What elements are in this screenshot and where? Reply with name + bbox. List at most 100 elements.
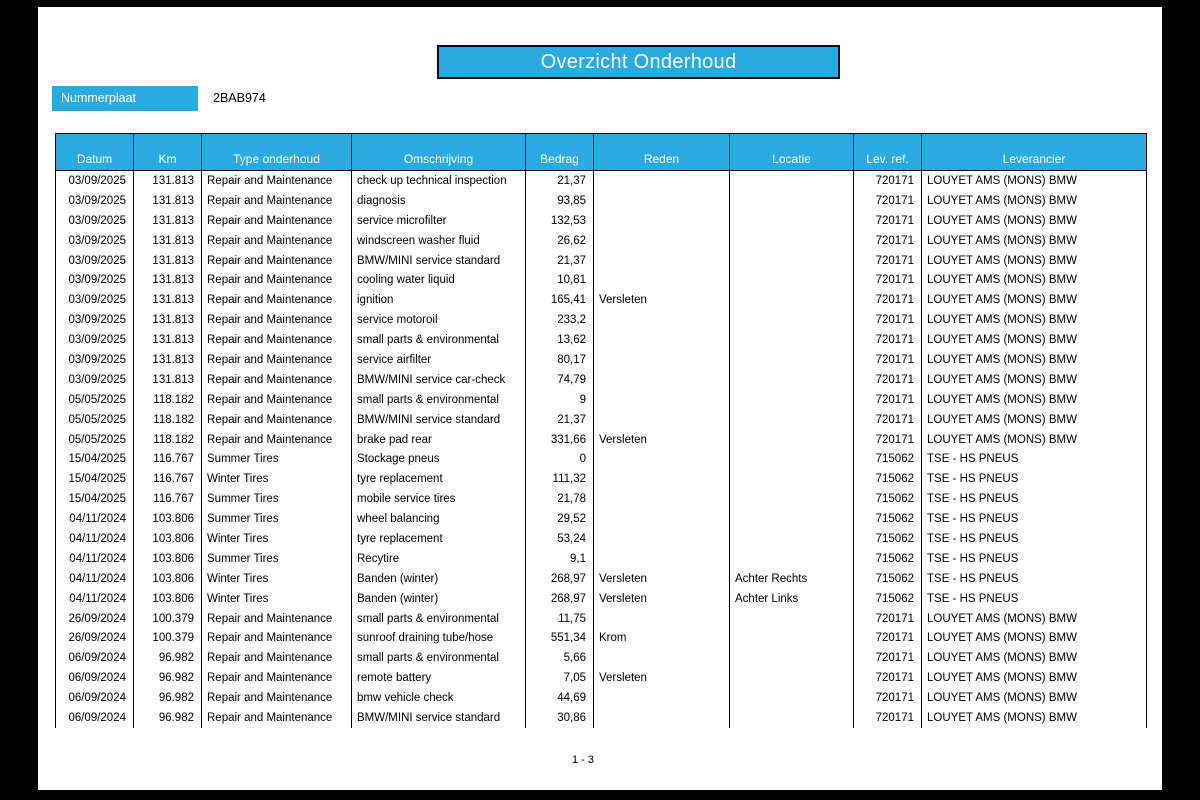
table-cell-type-onderhoud: Summer Tires [201, 509, 352, 530]
table-cell-bedrag: 44,69 [525, 688, 594, 709]
table-cell-reden [593, 608, 730, 629]
table-cell-omschrijving: Stockage pneus [351, 449, 526, 470]
table-cell-datum: 03/09/2025 [55, 330, 134, 351]
table-cell-leverancier: TSE - HS PNEUS [921, 548, 1147, 569]
table-cell-type-onderhoud: Summer Tires [201, 548, 352, 569]
table-row: 03/09/2025 131.813 Repair and Maintenance s… [55, 350, 1147, 370]
table-cell-lev-ref: 720171 [853, 429, 922, 450]
table-cell-locatie [729, 429, 854, 450]
table-cell-leverancier: LOUYET AMS (MONS) BMW [921, 170, 1147, 191]
table-cell-bedrag: 9 [525, 389, 594, 410]
table-cell-type-onderhoud: Repair and Maintenance [201, 369, 352, 390]
table-cell-km: 118.182 [133, 409, 202, 430]
table-cell-leverancier: LOUYET AMS (MONS) BMW [921, 688, 1147, 709]
table-cell-type-onderhoud: Repair and Maintenance [201, 270, 352, 291]
table-cell-km: 131.813 [133, 250, 202, 271]
table-cell-type-onderhoud: Repair and Maintenance [201, 170, 352, 191]
table-row: 04/11/2024 103.806 Summer Tires wheel balan… [55, 509, 1147, 530]
table-cell-type-onderhoud: Repair and Maintenance [201, 210, 352, 231]
table-cell-reden [593, 548, 730, 569]
table-cell-datum: 03/09/2025 [55, 170, 134, 191]
table-row: 15/04/2025 116.767 Winter Tires tyre replac… [55, 469, 1147, 490]
table-cell-type-onderhoud: Repair and Maintenance [201, 230, 352, 251]
table-cell-type-onderhoud: Repair and Maintenance [201, 409, 352, 430]
table-cell-reden [593, 509, 730, 530]
table-cell-type-onderhoud: Winter Tires [201, 529, 352, 549]
maintenance-table: Datum Km Type onderhoud Omschrijving Bedrag R… [55, 133, 1147, 728]
table-cell-bedrag: 9,1 [525, 548, 594, 569]
table-cell-omschrijving: cooling water liquid [351, 270, 526, 291]
table-cell-lev-ref: 720171 [853, 648, 922, 669]
table-cell-lev-ref: 720171 [853, 230, 922, 251]
table-cell-locatie [729, 469, 854, 490]
table-cell-locatie [729, 310, 854, 331]
table-cell-bedrag: 21,78 [525, 489, 594, 510]
table-cell-reden [593, 648, 730, 669]
table-cell-reden: Versleten [593, 568, 730, 589]
table-cell-lev-ref: 720171 [853, 350, 922, 370]
table-cell-leverancier: LOUYET AMS (MONS) BMW [921, 270, 1147, 291]
table-cell-type-onderhoud: Repair and Maintenance [201, 350, 352, 370]
table-cell-reden [593, 489, 730, 510]
table-cell-reden [593, 529, 730, 549]
table-cell-lev-ref: 720171 [853, 310, 922, 331]
column-header-omschrijving: Omschrijving [351, 133, 526, 171]
table-cell-reden [593, 389, 730, 410]
table-cell-leverancier: LOUYET AMS (MONS) BMW [921, 290, 1147, 311]
table-cell-lev-ref: 720171 [853, 210, 922, 231]
table-cell-reden [593, 230, 730, 251]
page-indicator: 1 - 3 [571, 754, 594, 766]
table-cell-lev-ref: 720171 [853, 409, 922, 430]
table-cell-datum: 03/09/2025 [55, 210, 134, 231]
table-cell-lev-ref: 720171 [853, 250, 922, 271]
table-cell-leverancier: LOUYET AMS (MONS) BMW [921, 350, 1147, 370]
table-cell-datum: 03/09/2025 [55, 230, 134, 251]
table-cell-type-onderhoud: Repair and Maintenance [201, 310, 352, 331]
table-cell-lev-ref: 720171 [853, 369, 922, 390]
report-title-banner: Overzicht Onderhoud [437, 45, 840, 79]
column-header-lev-ref: Lev. ref. [853, 133, 922, 171]
table-cell-leverancier: TSE - HS PNEUS [921, 489, 1147, 510]
table-cell-lev-ref: 715062 [853, 548, 922, 569]
table-cell-locatie: Achter Links [729, 588, 854, 609]
table-cell-bedrag: 30,86 [525, 708, 594, 728]
table-cell-datum: 06/09/2024 [55, 708, 134, 728]
table-cell-omschrijving: wheel balancing [351, 509, 526, 530]
table-cell-type-onderhoud: Repair and Maintenance [201, 688, 352, 709]
table-cell-datum: 03/09/2025 [55, 369, 134, 390]
table-cell-locatie [729, 270, 854, 291]
table-cell-locatie [729, 668, 854, 689]
table-row: 03/09/2025 131.813 Repair and Maintenance w… [55, 230, 1147, 251]
table-cell-km: 96.982 [133, 688, 202, 709]
table-cell-reden [593, 210, 730, 231]
table-cell-km: 131.813 [133, 270, 202, 291]
table-cell-leverancier: TSE - HS PNEUS [921, 469, 1147, 490]
table-cell-bedrag: 10,81 [525, 270, 594, 291]
table-body: 03/09/2025 131.813 Repair and Maintenance c… [55, 170, 1147, 728]
table-cell-datum: 06/09/2024 [55, 668, 134, 689]
table-cell-type-onderhoud: Repair and Maintenance [201, 429, 352, 450]
table-cell-omschrijving: mobile service tires [351, 489, 526, 510]
table-cell-km: 131.813 [133, 170, 202, 191]
table-row: 26/09/2024 100.379 Repair and Maintenance s… [55, 608, 1147, 629]
column-header-bedrag: Bedrag [525, 133, 594, 171]
table-cell-leverancier: TSE - HS PNEUS [921, 449, 1147, 470]
table-cell-bedrag: 11,75 [525, 608, 594, 629]
table-cell-locatie [729, 170, 854, 191]
table-cell-datum: 03/09/2025 [55, 190, 134, 211]
table-cell-locatie [729, 648, 854, 669]
table-cell-locatie [729, 389, 854, 410]
table-cell-omschrijving: remote battery [351, 668, 526, 689]
table-cell-lev-ref: 720171 [853, 330, 922, 351]
table-cell-locatie [729, 489, 854, 510]
table-cell-type-onderhoud: Repair and Maintenance [201, 648, 352, 669]
table-cell-km: 131.813 [133, 230, 202, 251]
table-cell-lev-ref: 715062 [853, 469, 922, 490]
table-cell-lev-ref: 715062 [853, 489, 922, 510]
table-row: 05/05/2025 118.182 Repair and Maintenance b… [55, 429, 1147, 450]
plate-label: Nummerplaat [52, 86, 198, 111]
column-header-type-onderhoud: Type onderhoud [201, 133, 352, 171]
table-cell-bedrag: 331,66 [525, 429, 594, 450]
table-cell-omschrijving: tyre replacement [351, 529, 526, 549]
table-row: 03/09/2025 131.813 Repair and Maintenance c… [55, 170, 1147, 191]
